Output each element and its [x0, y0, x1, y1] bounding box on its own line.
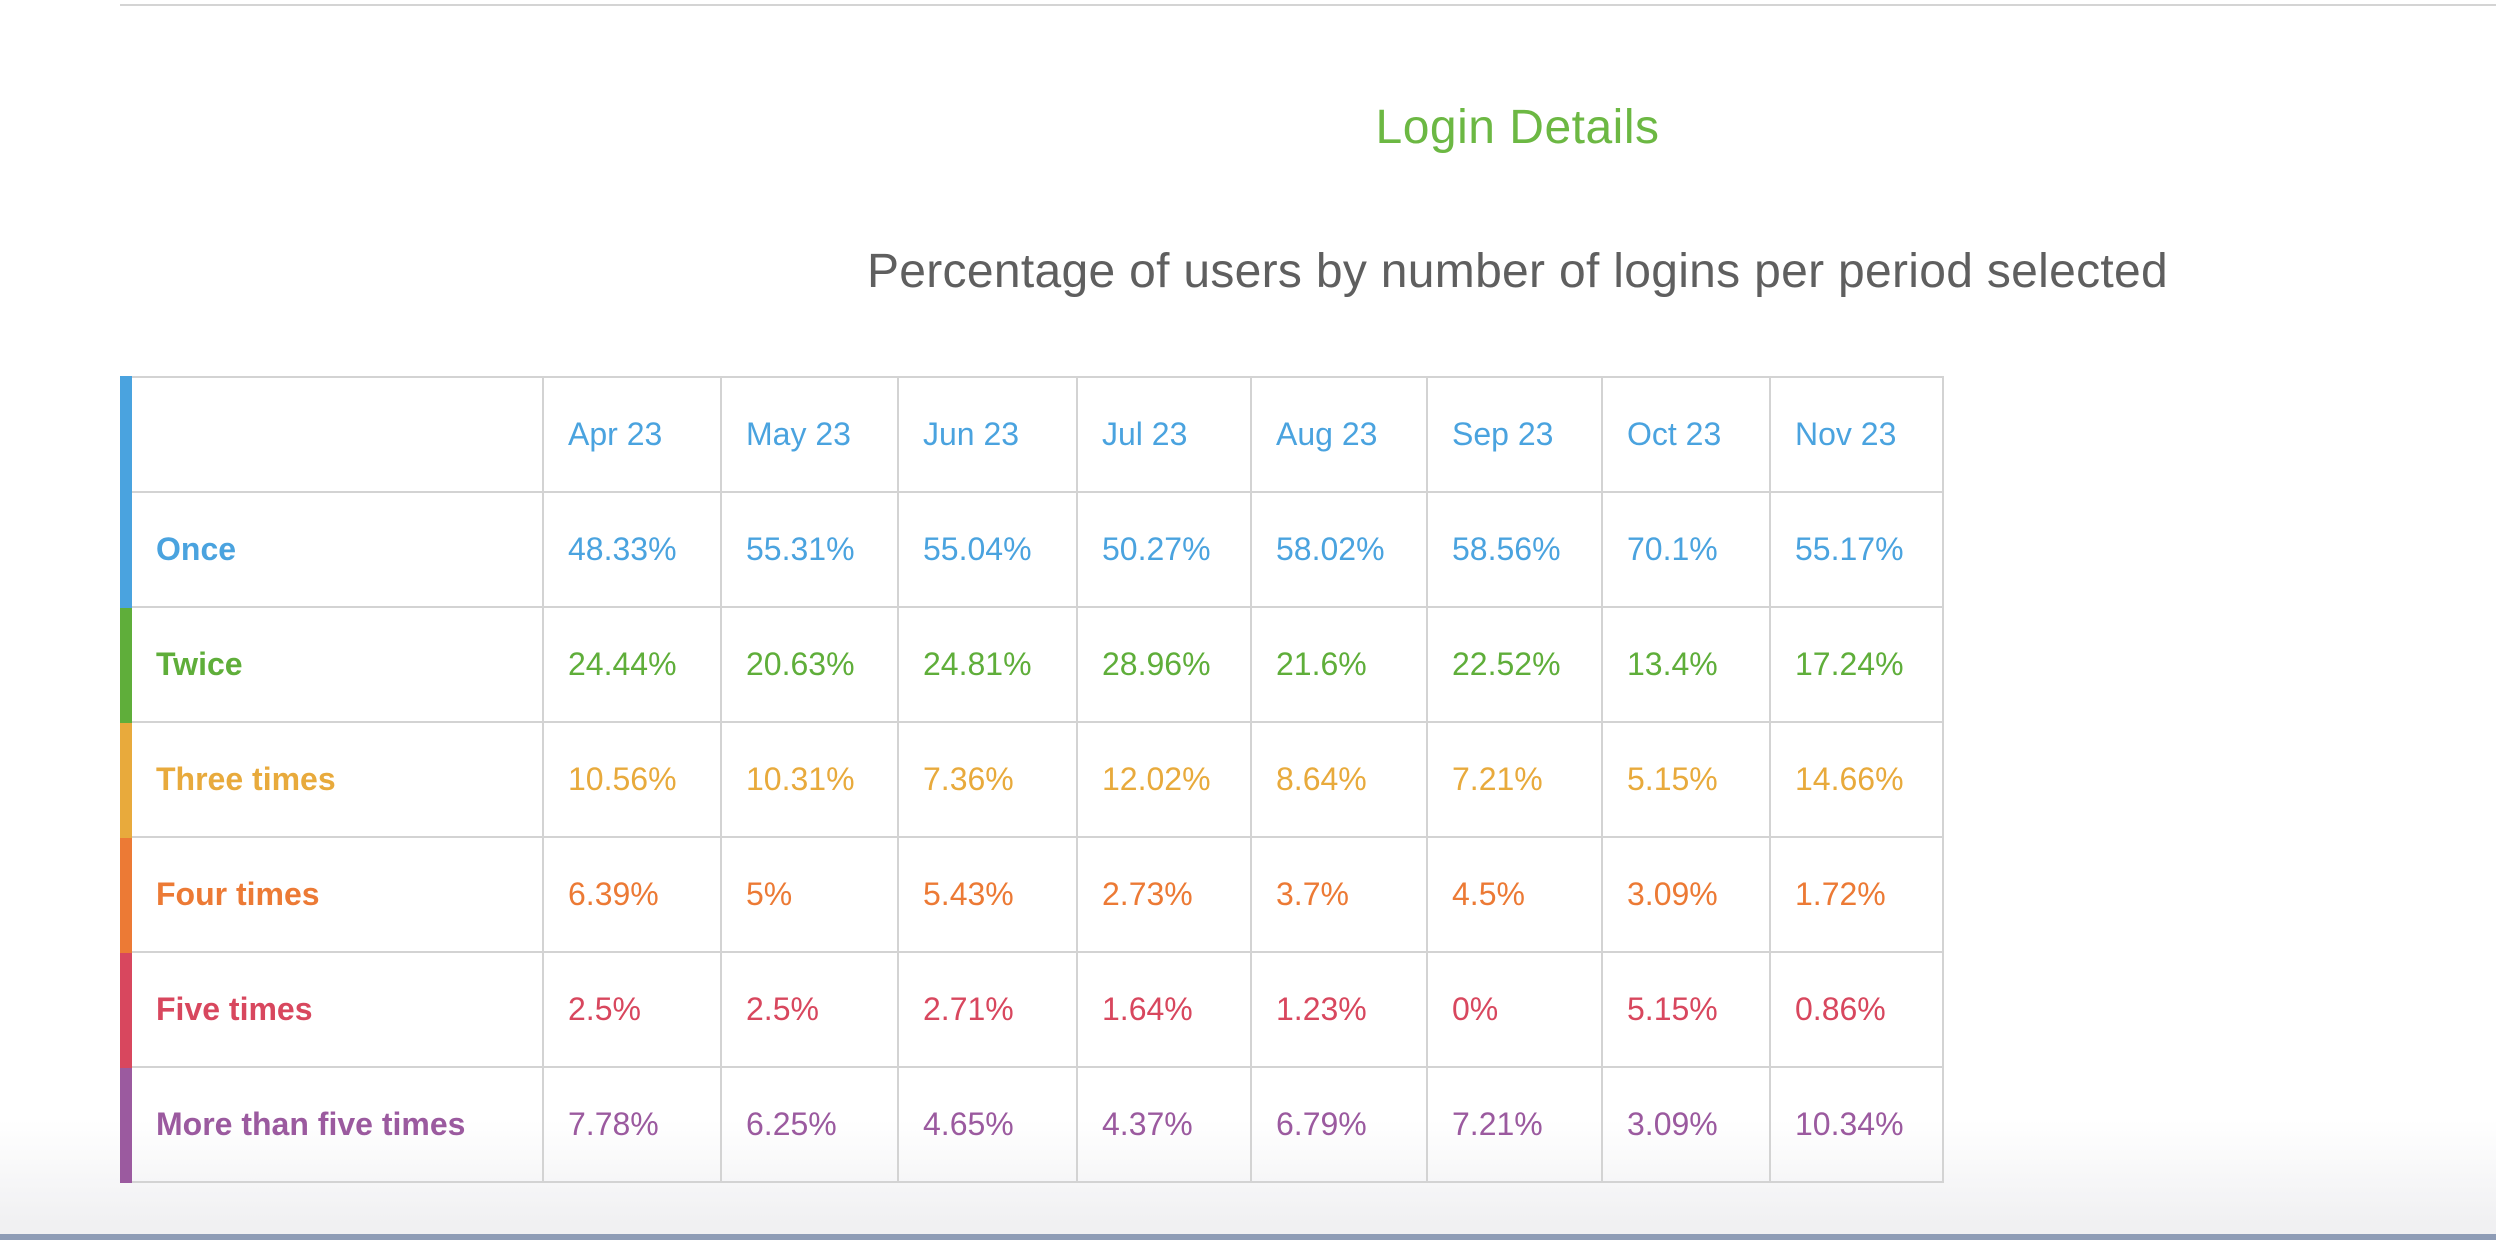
table-row: Twice 24.44% 20.63% 24.81% 28.96% 21.6% … — [120, 606, 1944, 723]
table-cell: 2.73% — [1076, 836, 1252, 953]
table-cell: 24.44% — [542, 606, 722, 723]
table-cell: 24.81% — [897, 606, 1078, 723]
table-cell: 7.21% — [1426, 1066, 1603, 1183]
section-subtitle: Percentage of users by number of logins … — [866, 245, 2169, 298]
table-cell: 8.64% — [1250, 721, 1428, 838]
table-cell: 6.25% — [720, 1066, 899, 1183]
column-header: Jun 23 — [897, 376, 1078, 493]
row-label: More than five times — [120, 1066, 544, 1183]
table-cell: 12.02% — [1076, 721, 1252, 838]
header-corner-cell — [120, 376, 544, 493]
table-cell: 55.31% — [720, 491, 899, 608]
table-cell: 1.23% — [1250, 951, 1428, 1068]
table-cell: 3.09% — [1601, 836, 1771, 953]
table-row: Three times 10.56% 10.31% 7.36% 12.02% 8… — [120, 721, 1944, 838]
row-label: Three times — [120, 721, 544, 838]
column-header: Apr 23 — [542, 376, 722, 493]
table-cell: 5.15% — [1601, 721, 1771, 838]
table-cell: 7.21% — [1426, 721, 1603, 838]
table-cell: 7.78% — [542, 1066, 722, 1183]
table-cell: 5.15% — [1601, 951, 1771, 1068]
table-cell: 55.17% — [1769, 491, 1944, 608]
window-bottom-edge — [0, 1234, 2496, 1240]
table-cell: 58.02% — [1250, 491, 1428, 608]
table-cell: 6.79% — [1250, 1066, 1428, 1183]
table-cell: 5.43% — [897, 836, 1078, 953]
table-cell: 5% — [720, 836, 899, 953]
table-cell: 10.31% — [720, 721, 899, 838]
column-header: Aug 23 — [1250, 376, 1428, 493]
table-cell: 0% — [1426, 951, 1603, 1068]
column-header: Sep 23 — [1426, 376, 1603, 493]
table-cell: 28.96% — [1076, 606, 1252, 723]
table-cell: 17.24% — [1769, 606, 1944, 723]
table-cell: 58.56% — [1426, 491, 1603, 608]
table-cell: 1.72% — [1769, 836, 1944, 953]
column-header: May 23 — [720, 376, 899, 493]
login-details-table: Apr 23 May 23 Jun 23 Jul 23 Aug 23 Sep 2… — [120, 376, 1944, 1183]
row-label: Twice — [120, 606, 544, 723]
table-cell: 4.37% — [1076, 1066, 1252, 1183]
header-row: Apr 23 May 23 Jun 23 Jul 23 Aug 23 Sep 2… — [120, 376, 1944, 493]
table-cell: 4.65% — [897, 1066, 1078, 1183]
table-cell: 4.5% — [1426, 836, 1603, 953]
table-cell: 1.64% — [1076, 951, 1252, 1068]
table-cell: 20.63% — [720, 606, 899, 723]
table-row: Once 48.33% 55.31% 55.04% 50.27% 58.02% … — [120, 491, 1944, 608]
column-header: Jul 23 — [1076, 376, 1252, 493]
table-cell: 3.7% — [1250, 836, 1428, 953]
table-cell: 7.36% — [897, 721, 1078, 838]
table-cell: 6.39% — [542, 836, 722, 953]
table-cell: 48.33% — [542, 491, 722, 608]
table-cell: 55.04% — [897, 491, 1078, 608]
table-row: Five times 2.5% 2.5% 2.71% 1.64% 1.23% 0… — [120, 951, 1944, 1068]
column-header: Oct 23 — [1601, 376, 1771, 493]
table-cell: 3.09% — [1601, 1066, 1771, 1183]
table-cell: 22.52% — [1426, 606, 1603, 723]
table-cell: 0.86% — [1769, 951, 1944, 1068]
table-cell: 10.34% — [1769, 1066, 1944, 1183]
table-cell: 14.66% — [1769, 721, 1944, 838]
table-cell: 10.56% — [542, 721, 722, 838]
table-cell: 2.71% — [897, 951, 1078, 1068]
section-title: Login Details — [1375, 101, 1660, 154]
row-label: Five times — [120, 951, 544, 1068]
row-label: Once — [120, 491, 544, 608]
table-cell: 21.6% — [1250, 606, 1428, 723]
table-row: Four times 6.39% 5% 5.43% 2.73% 3.7% 4.5… — [120, 836, 1944, 953]
top-divider — [120, 4, 2496, 6]
table-cell: 70.1% — [1601, 491, 1771, 608]
table-row: More than five times 7.78% 6.25% 4.65% 4… — [120, 1066, 1944, 1183]
row-label: Four times — [120, 836, 544, 953]
table-cell: 13.4% — [1601, 606, 1771, 723]
column-header: Nov 23 — [1769, 376, 1944, 493]
table-cell: 2.5% — [720, 951, 899, 1068]
table-cell: 2.5% — [542, 951, 722, 1068]
table-cell: 50.27% — [1076, 491, 1252, 608]
